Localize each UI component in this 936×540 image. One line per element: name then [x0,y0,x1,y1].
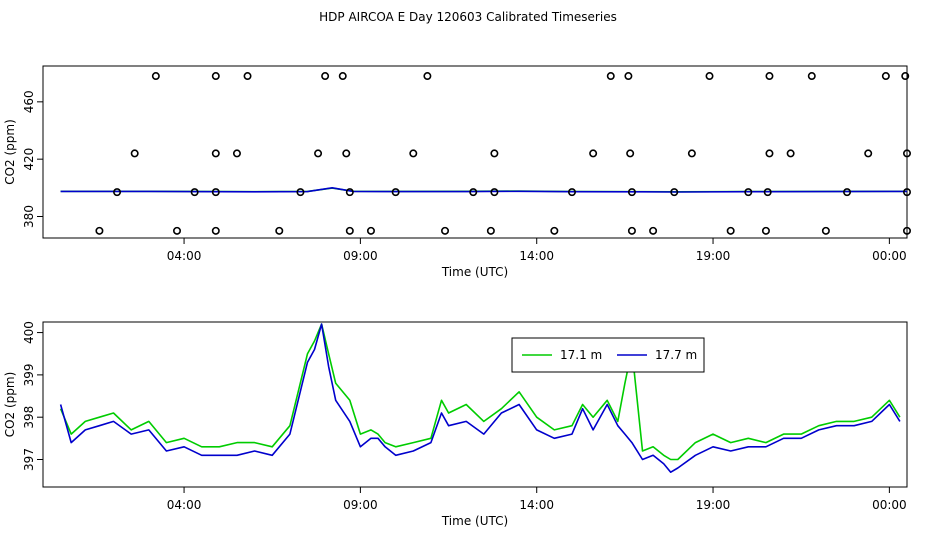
data-point [843,188,852,197]
data-point [567,188,576,197]
data-point [173,226,182,235]
data-point [345,226,354,235]
data-point [627,226,636,235]
y-axis-label: CO2 (ppm) [3,119,17,185]
x-tick-label: 00:00 [872,498,907,512]
y-tick-label: 399 [22,363,36,386]
data-point [606,72,615,81]
data-point [550,226,559,235]
x-tick-label: 00:00 [872,249,907,263]
data-point [490,149,499,158]
data-point [314,149,323,158]
data-point [705,72,714,81]
data-point [338,72,347,81]
data-point [345,188,354,197]
data-point [761,226,770,235]
data-point [113,188,122,197]
x-tick-label: 04:00 [167,498,202,512]
x-tick-label: 09:00 [343,249,378,263]
data-point [232,149,241,158]
data-point [130,149,139,158]
y-tick-label: 400 [22,321,36,344]
chart-title: HDP AIRCOA E Day 120603 Calibrated Times… [319,10,617,24]
data-point [763,188,772,197]
data-point [670,188,679,197]
data-point [211,188,220,197]
plot-frame [42,321,908,488]
data-point [151,72,160,81]
legend-label: 17.7 m [655,348,697,362]
legend-label: 17.1 m [560,348,602,362]
data-point [649,226,658,235]
data-point [902,226,911,235]
data-point [321,72,330,81]
series-line [60,187,908,193]
data-point [391,188,400,197]
data-point [627,188,636,197]
data-point [881,72,890,81]
data-point [786,149,795,158]
data-point [807,72,816,81]
data-point [490,188,499,197]
data-point [687,149,696,158]
data-point [423,72,432,81]
plot-frame [42,65,908,239]
x-tick-label: 14:00 [519,249,554,263]
data-point [342,149,351,158]
x-tick-label: 04:00 [167,249,202,263]
data-point [275,226,284,235]
data-point [902,149,911,158]
data-point [211,226,220,235]
data-point [469,188,478,197]
top-panel-scatter: 04:00 09:00 14:00 19:00 00:00 380 420 460 Time (… [3,65,911,279]
data-point [765,72,774,81]
data-point [624,72,633,81]
data-point [486,226,495,235]
legend: 17.1 m 17.7 m [511,337,705,373]
y-axis-label: CO2 (ppm) [3,372,17,438]
data-point [901,72,910,81]
data-point [821,226,830,235]
x-axis-label: Time (UTC) [441,514,508,528]
data-point [441,226,450,235]
y-tick-label: 397 [22,448,36,471]
data-point [744,188,753,197]
bottom-panel-line: 04:00 09:00 14:00 19:00 00:00 397 398 399 400 Tim… [3,321,908,528]
series-line [59,323,901,461]
data-point [902,188,911,197]
x-tick-label: 19:00 [696,249,731,263]
data-point [409,149,418,158]
data-point [589,149,598,158]
data-point [296,188,305,197]
data-point [95,226,104,235]
data-point [243,72,252,81]
data-point [211,72,220,81]
data-point [726,226,735,235]
data-point [366,226,375,235]
y-tick-label: 460 [22,90,36,113]
data-point [211,149,220,158]
data-point [864,149,873,158]
x-tick-label: 14:00 [519,498,554,512]
series-line [59,323,901,474]
x-tick-label: 09:00 [343,498,378,512]
y-tick-label: 380 [22,205,36,228]
x-tick-label: 19:00 [696,498,731,512]
data-point [765,149,774,158]
y-tick-label: 398 [22,406,36,429]
data-point [626,149,635,158]
x-axis-label: Time (UTC) [441,265,508,279]
data-point [190,188,199,197]
y-tick-label: 420 [22,148,36,171]
